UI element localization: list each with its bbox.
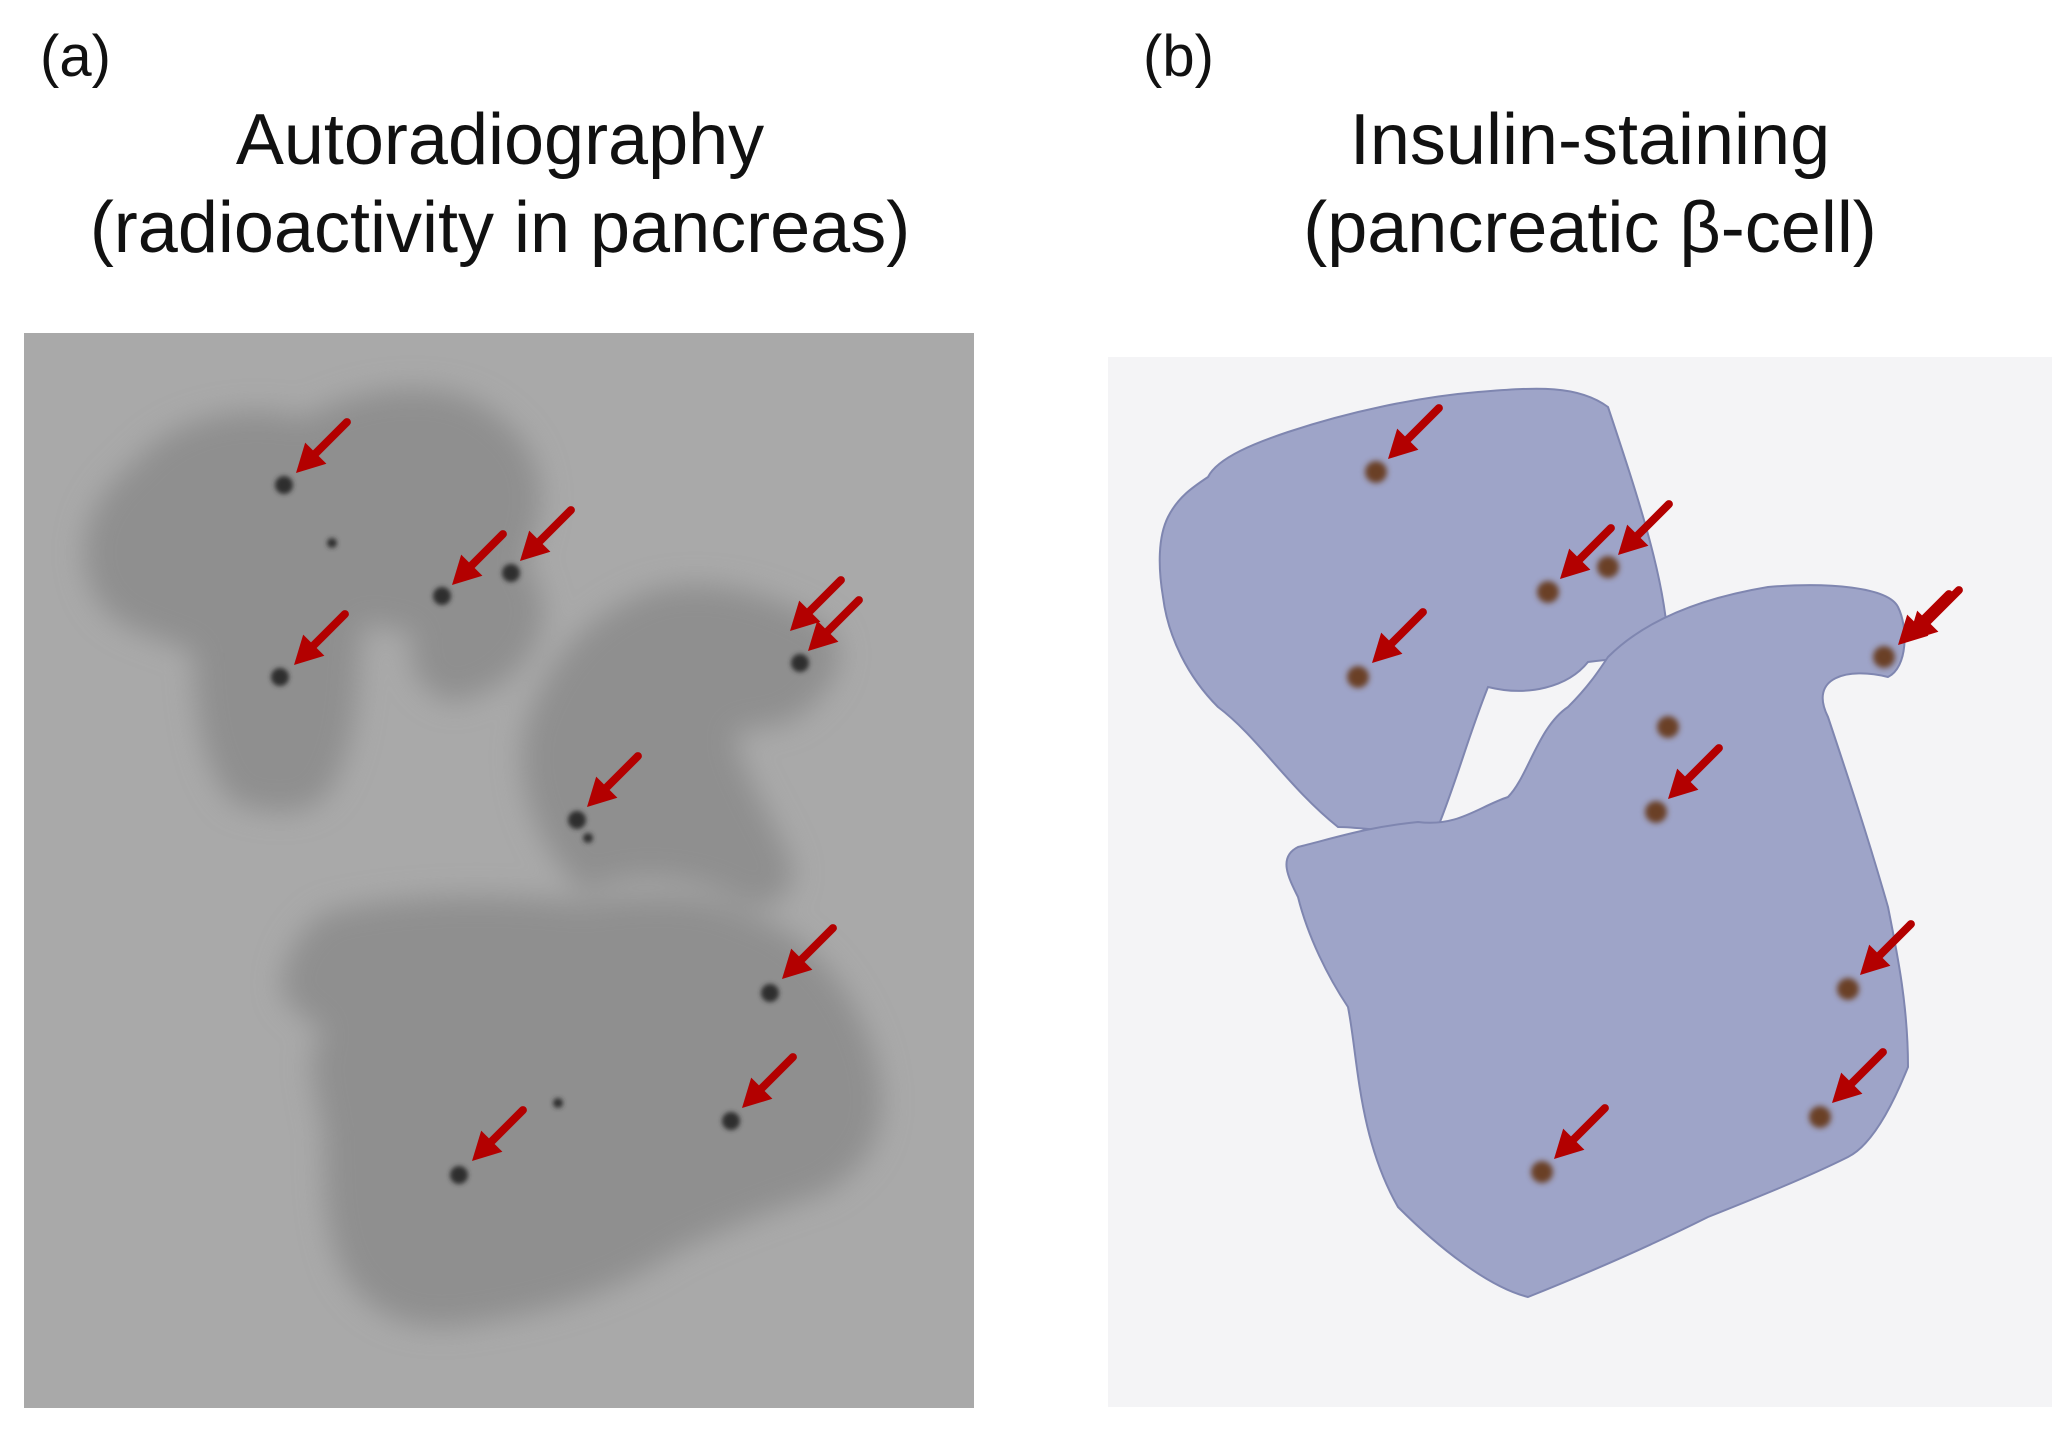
insulin-stained-islet <box>1531 1161 1553 1183</box>
insulin-stained-islet <box>1657 716 1679 738</box>
insulin-stained-islet <box>1809 1106 1831 1128</box>
panel-b-title-line1: Insulin-staining <box>1349 100 1831 180</box>
arrow-icon <box>808 596 863 651</box>
insulin-stained-islet <box>1837 978 1859 1000</box>
arrow-icon <box>1560 524 1615 579</box>
arrow-icon <box>520 506 575 561</box>
tissue-lobe-lower <box>282 896 882 1327</box>
arrow-icon <box>1372 608 1427 663</box>
arrow-icon <box>1668 744 1723 799</box>
insulin-stained-islet <box>1597 556 1619 578</box>
arrow-icon <box>1908 586 1963 641</box>
arrow-icon <box>1832 1048 1887 1103</box>
arrow-icon <box>1618 500 1673 555</box>
panel-a-label: (a) <box>40 24 111 89</box>
arrow-icon <box>1388 404 1443 459</box>
radioactive-hotspot <box>722 1112 740 1130</box>
arrow-icon <box>294 610 349 665</box>
insulin-stained-islet <box>1347 666 1369 688</box>
panel-b-title: Insulin-staining (pancreatic β-cell) <box>1303 96 1877 272</box>
arrow-icon <box>452 530 507 585</box>
arrow-icon <box>790 576 845 631</box>
radioactive-hotspot <box>502 564 520 582</box>
stained-section-lower <box>1285 584 1910 1299</box>
radioactive-hotspot <box>568 811 586 829</box>
radioactive-hotspot <box>271 668 289 686</box>
panel-a-title-line2: (radioactivity in pancreas) <box>89 188 911 268</box>
arrow-icon <box>472 1106 527 1161</box>
arrow-icon <box>1554 1104 1609 1159</box>
autoradiography-image <box>24 333 974 1408</box>
radioactive-hotspot <box>433 587 451 605</box>
insulin-stained-islet <box>1365 461 1387 483</box>
radioactive-hotspot <box>275 476 293 494</box>
tissue-lobe-middle <box>522 584 839 907</box>
radioactive-hotspot <box>761 984 779 1002</box>
radioactive-hotspot <box>583 833 593 843</box>
stained-section-upper <box>1158 387 1670 833</box>
insulin-stained-islet <box>1873 646 1895 668</box>
radioactive-hotspot <box>327 538 337 548</box>
insulin-stained-islet <box>1645 801 1667 823</box>
arrow-icon <box>1860 920 1915 975</box>
arrow-icon <box>296 418 351 473</box>
arrow-icon <box>782 924 837 979</box>
panel-a-title: Autoradiography (radioactivity in pancre… <box>90 96 910 272</box>
tissue-lobe-upper <box>84 388 543 812</box>
panel-b-label: (b) <box>1143 24 1214 89</box>
arrow-icon <box>742 1053 797 1108</box>
panel-a-title-line1: Autoradiography <box>235 100 765 180</box>
arrow-icon <box>587 752 642 807</box>
radioactive-hotspot <box>791 654 809 672</box>
insulin-stain-image <box>1108 357 2052 1407</box>
insulin-stained-islet <box>1537 581 1559 603</box>
radioactive-hotspot <box>450 1166 468 1184</box>
panel-b-title-line2: (pancreatic β-cell) <box>1303 188 1877 268</box>
radioactive-hotspot <box>553 1098 563 1108</box>
